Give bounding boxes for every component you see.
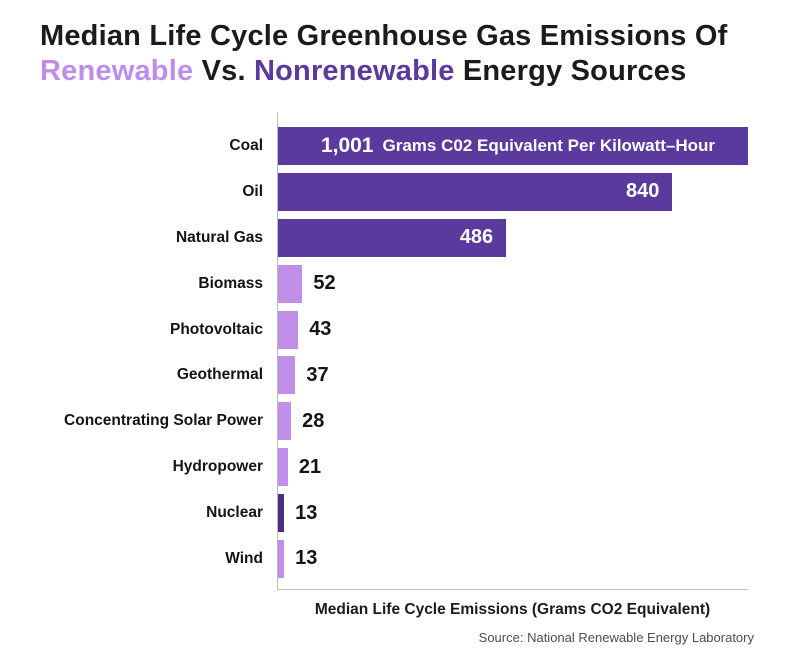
bar — [278, 264, 303, 303]
category-label: Geothermal — [176, 366, 263, 384]
chart-row: Hydropower 21 — [173, 448, 748, 487]
bar: 1,001 Grams C02 Equivalent Per Kilowatt–… — [278, 127, 748, 165]
bar-value-outside: 13 — [295, 501, 318, 524]
x-axis-label: Median Life Cycle Emissions (Grams CO2 E… — [314, 601, 711, 618]
bar-value-outside: 21 — [298, 455, 322, 478]
bar-value-outside: 28 — [302, 409, 325, 432]
bar-value-outside: 13 — [295, 547, 318, 570]
chart-title: Median Life Cycle Greenhouse Gas Emissio… — [40, 19, 727, 89]
bar — [278, 356, 296, 395]
chart-row: Biomass 52 — [198, 264, 748, 303]
title-word-nonrenewable: Nonrenewable — [253, 55, 455, 87]
source-credit: Source: National Renewable Energy Labora… — [478, 630, 754, 645]
bar — [278, 402, 292, 441]
title-word-energy-sources: Energy Sources — [454, 55, 687, 87]
bar-value-outside: 52 — [313, 272, 336, 295]
plot-area: Coal 1,001 Grams C02 Equivalent Per Kilo… — [64, 112, 748, 590]
plot-rows: Coal 1,001 Grams C02 Equivalent Per Kilo… — [64, 127, 748, 578]
category-label: Oil — [242, 182, 263, 200]
bar — [278, 539, 285, 578]
bar-value-inside: 1,001 — [320, 134, 374, 157]
chart-row: Geothermal 37 — [177, 356, 748, 395]
category-label: Concentrating Solar Power — [64, 412, 263, 430]
category-label: Natural Gas — [175, 228, 263, 246]
bar: 486 — [278, 218, 507, 257]
category-label: Nuclear — [206, 504, 263, 521]
chart-title-line1: Median Life Cycle Greenhouse Gas Emissio… — [40, 20, 728, 52]
bar: 840 — [278, 172, 673, 211]
chart-row: Concentrating Solar Power 28 — [64, 402, 748, 441]
category-label: Coal — [229, 137, 263, 154]
bar-value-outside: 37 — [306, 363, 329, 386]
bar — [278, 494, 285, 532]
chart-row: Natural Gas 486 — [176, 218, 748, 257]
chart-row: Coal 1,001 Grams C02 Equivalent Per Kilo… — [229, 127, 748, 165]
category-label: Photovoltaic — [169, 320, 263, 338]
bar — [278, 310, 299, 349]
bar-unit-label: Grams C02 Equivalent Per Kilowatt–Hour — [382, 136, 716, 155]
title-word-vs: Vs. — [193, 55, 254, 87]
bar-value-outside: 43 — [309, 318, 332, 340]
chart-row: Oil 840 — [242, 172, 748, 211]
title-word-renewable: Renewable — [40, 55, 194, 87]
bar-value-inside: 486 — [459, 226, 494, 249]
chart-row: Wind 13 — [225, 539, 748, 578]
bar — [278, 448, 288, 487]
bar-value-inside: 840 — [626, 180, 660, 203]
category-label: Biomass — [198, 274, 263, 292]
chart-row: Photovoltaic 43 — [170, 310, 748, 349]
chart-row: Nuclear 13 — [206, 494, 748, 532]
category-label: Hydropower — [172, 458, 263, 476]
category-label: Wind — [225, 549, 263, 567]
chart-title-line2: Renewable Vs. Nonrenewable Energy Source… — [40, 54, 727, 89]
